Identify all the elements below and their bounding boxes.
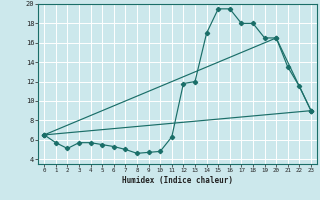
X-axis label: Humidex (Indice chaleur): Humidex (Indice chaleur): [122, 176, 233, 185]
